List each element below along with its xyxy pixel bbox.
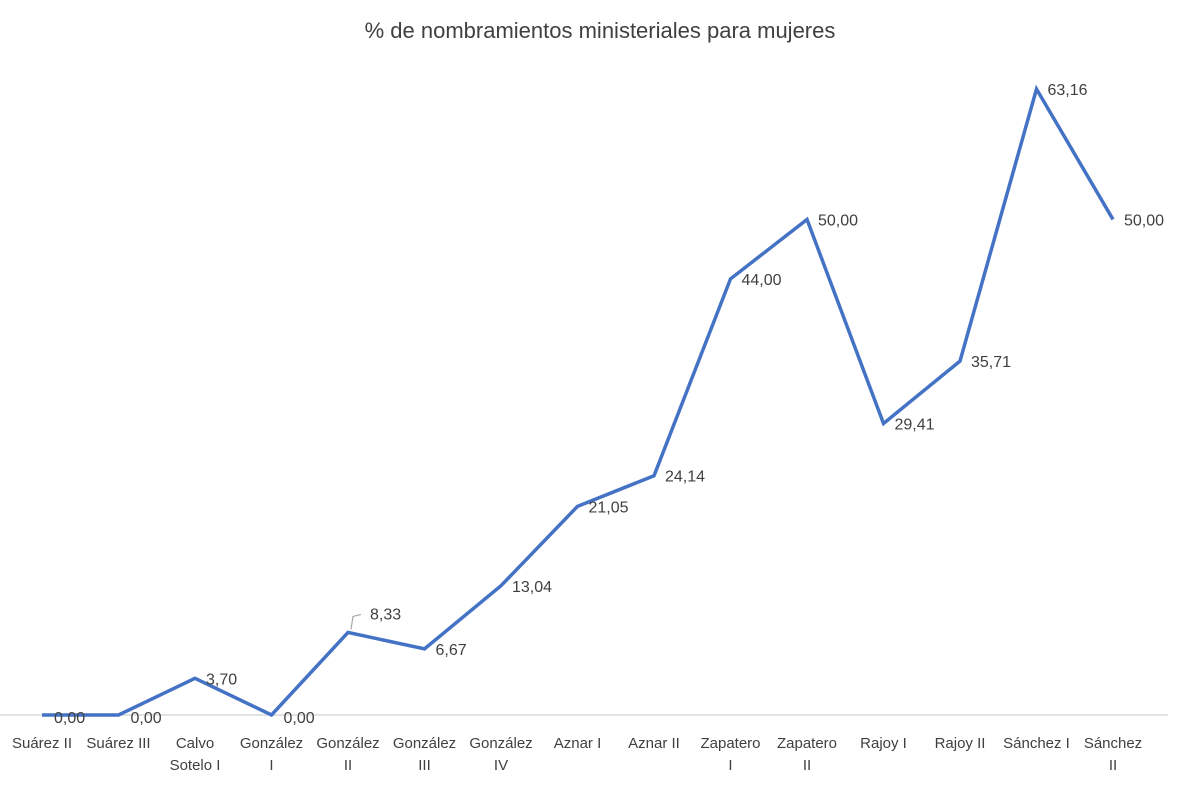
- x-tick-label: González II: [316, 735, 379, 774]
- data-label: 29,41: [895, 417, 935, 434]
- series-line: [42, 84, 1115, 718]
- data-label: 44,00: [742, 272, 782, 289]
- data-label: 35,71: [971, 354, 1011, 371]
- x-tick-label: Suárez II: [12, 735, 72, 752]
- x-tick-label: Aznar II: [628, 735, 680, 752]
- x-tick-label: Aznar I: [554, 735, 602, 752]
- data-label: 8,33: [370, 606, 401, 623]
- data-label: 21,05: [589, 499, 629, 516]
- x-tick-label: Rajoy I: [860, 735, 907, 752]
- data-label: 13,04: [512, 579, 552, 596]
- data-label: 24,14: [665, 469, 705, 486]
- data-label: 0,00: [284, 710, 315, 727]
- data-label: 50,00: [818, 212, 858, 229]
- data-label: 6,67: [436, 642, 467, 659]
- x-tick-label: Sánchez II: [1084, 735, 1142, 774]
- x-tick-label: González I: [240, 735, 303, 774]
- x-tick-label: Zapatero II: [777, 735, 837, 774]
- data-label: 0,00: [54, 710, 85, 727]
- x-tick-label: Calvo Sotelo I: [170, 735, 221, 774]
- x-tick-label: González III: [393, 735, 456, 774]
- data-label: 0,00: [131, 710, 162, 727]
- x-tick-label: Sánchez I: [1003, 735, 1070, 752]
- x-tick-label: González IV: [469, 735, 532, 774]
- chart-title: % de nombramientos ministeriales para mu…: [364, 18, 836, 43]
- x-tick-label: Suárez III: [86, 735, 150, 752]
- data-label: 3,70: [206, 671, 237, 688]
- data-label: 63,16: [1048, 82, 1088, 99]
- data-label-leader: [350, 613, 362, 630]
- x-tick-label: Zapatero I: [700, 735, 760, 774]
- x-tick-label: Rajoy II: [935, 735, 986, 752]
- data-label: 50,00: [1124, 212, 1164, 229]
